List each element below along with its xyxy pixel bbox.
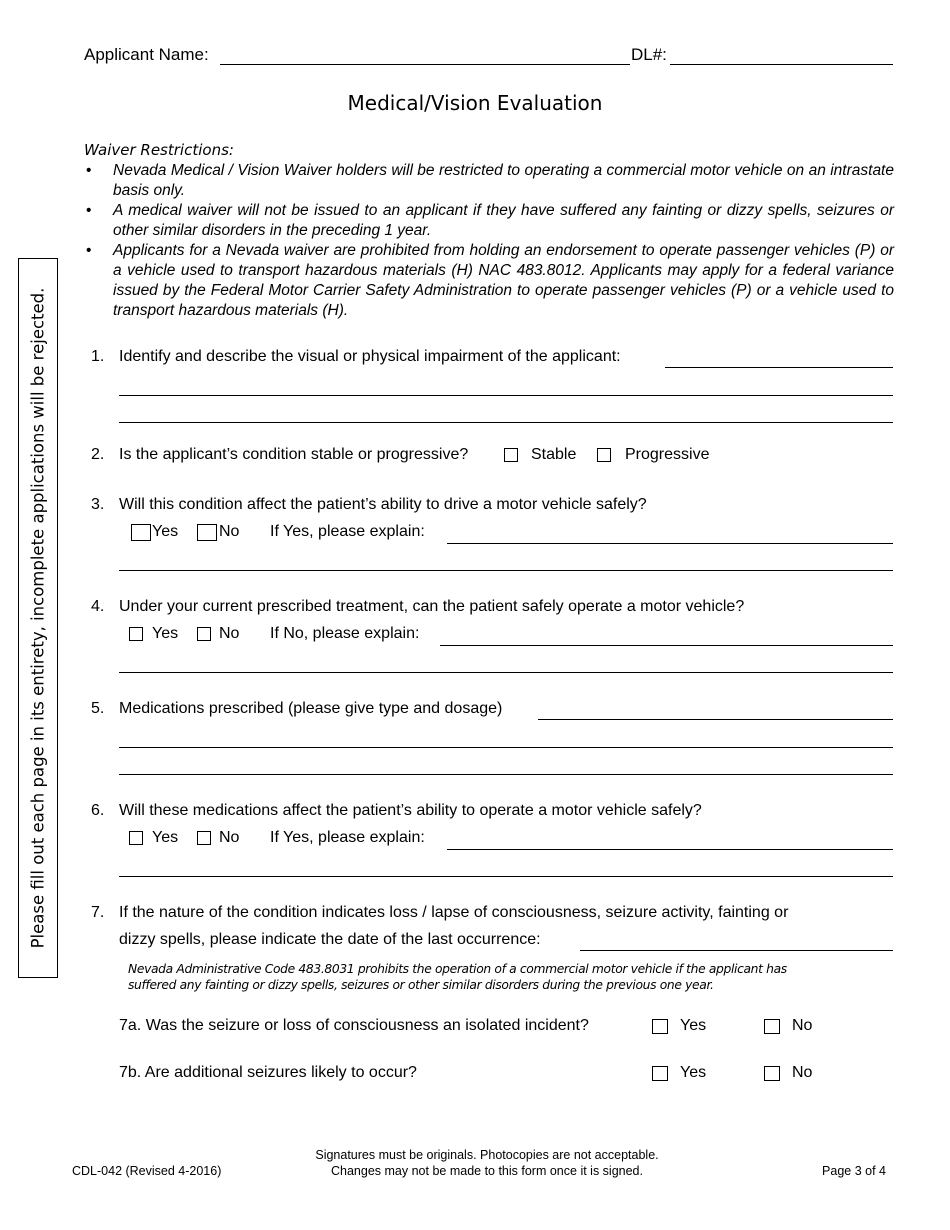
q7-text: dizzy spells, please indicate the date o… (119, 931, 541, 948)
q6-text: Will these medications affect the patien… (119, 802, 702, 819)
q7-text: If the nature of the condition indicates… (119, 904, 789, 921)
q6-no-label: No (219, 829, 240, 846)
q7a-yes-label: Yes (680, 1017, 707, 1034)
q6-answer-line[interactable] (447, 849, 893, 850)
q7a-text: 7a. Was the seizure or loss of conscious… (119, 1017, 589, 1034)
waiver-heading: Waiver Restrictions: (84, 141, 234, 159)
q7b-no-label: No (792, 1064, 813, 1081)
q4-yes-label: Yes (152, 625, 179, 642)
stable-label: Stable (531, 446, 577, 463)
q6-explain-label: If Yes, please explain: (270, 829, 425, 846)
page-title: Medical/Vision Evaluation (347, 91, 603, 115)
footer-notice: Changes may not be made to this form onc… (331, 1164, 643, 1178)
q3-explain-label: If Yes, please explain: (270, 523, 425, 540)
q7b-yes-checkbox[interactable] (652, 1066, 668, 1081)
q1-answer-line[interactable] (665, 367, 893, 368)
q3-answer-line[interactable] (119, 570, 893, 571)
side-notice-box: Please fill out each page in its entiret… (18, 258, 58, 978)
q6-answer-line[interactable] (119, 876, 893, 877)
waiver-bullet: Applicants for a Nevada waiver are prohi… (84, 241, 894, 321)
nac-note: suffered any fainting or dizzy spells, s… (128, 978, 714, 992)
q1-answer-line[interactable] (119, 395, 893, 396)
q3-text: Will this condition affect the patient’s… (119, 496, 647, 513)
form-id: CDL-042 (Revised 4-2016) (72, 1164, 222, 1178)
q3-yes-label: Yes (152, 523, 179, 540)
q5-answer-line[interactable] (119, 747, 893, 748)
waiver-bullet: A medical waiver will not be issued to a… (84, 201, 894, 241)
q6-yes-label: Yes (152, 829, 179, 846)
q2-text: Is the applicant’s condition stable or p… (119, 446, 469, 463)
q3-no-label: No (219, 523, 240, 540)
q5-text: Medications prescribed (please give type… (119, 700, 503, 717)
q1-number: 1. (91, 348, 105, 365)
q1-text: Identify and describe the visual or phys… (119, 348, 621, 365)
q1-answer-line[interactable] (119, 422, 893, 423)
page-number: Page 3 of 4 (822, 1164, 886, 1178)
q4-answer-line[interactable] (119, 672, 893, 673)
q6-no-checkbox[interactable] (197, 831, 211, 845)
waiver-list: Nevada Medical / Vision Waiver holders w… (84, 161, 894, 321)
footer-notice: Signatures must be originals. Photocopie… (315, 1148, 659, 1162)
q7b-no-checkbox[interactable] (764, 1066, 780, 1081)
q7a-no-checkbox[interactable] (764, 1019, 780, 1034)
q3-no-checkbox[interactable] (197, 524, 217, 541)
q2-number: 2. (91, 446, 105, 463)
q4-yes-checkbox[interactable] (129, 627, 143, 641)
dl-label: DL#: (631, 45, 667, 64)
q5-answer-line[interactable] (119, 774, 893, 775)
q3-yes-checkbox[interactable] (131, 524, 151, 541)
q7a-yes-checkbox[interactable] (652, 1019, 668, 1034)
q4-explain-label: If No, please explain: (270, 625, 420, 642)
q3-answer-line[interactable] (447, 543, 893, 544)
q6-yes-checkbox[interactable] (129, 831, 143, 845)
q7a-no-label: No (792, 1017, 813, 1034)
q5-number: 5. (91, 700, 105, 717)
q4-text: Under your current prescribed treatment,… (119, 598, 745, 615)
q7-number: 7. (91, 904, 105, 921)
nac-note: Nevada Administrative Code 483.8031 proh… (128, 962, 787, 976)
waiver-bullet: Nevada Medical / Vision Waiver holders w… (84, 161, 894, 201)
progressive-label: Progressive (625, 446, 710, 463)
q4-number: 4. (91, 598, 105, 615)
applicant-name-field[interactable] (220, 64, 630, 65)
progressive-checkbox[interactable] (597, 448, 611, 462)
q7-date-line[interactable] (580, 950, 893, 951)
side-notice: Please fill out each page in its entiret… (28, 287, 48, 949)
applicant-name-label: Applicant Name: (84, 45, 209, 64)
dl-number-field[interactable] (670, 64, 893, 65)
q6-number: 6. (91, 802, 105, 819)
q7b-text: 7b. Are additional seizures likely to oc… (119, 1064, 417, 1081)
q4-no-label: No (219, 625, 240, 642)
q4-answer-line[interactable] (440, 645, 893, 646)
q5-answer-line[interactable] (538, 719, 893, 720)
q4-no-checkbox[interactable] (197, 627, 211, 641)
q3-number: 3. (91, 496, 105, 513)
q7b-yes-label: Yes (680, 1064, 707, 1081)
stable-checkbox[interactable] (504, 448, 518, 462)
